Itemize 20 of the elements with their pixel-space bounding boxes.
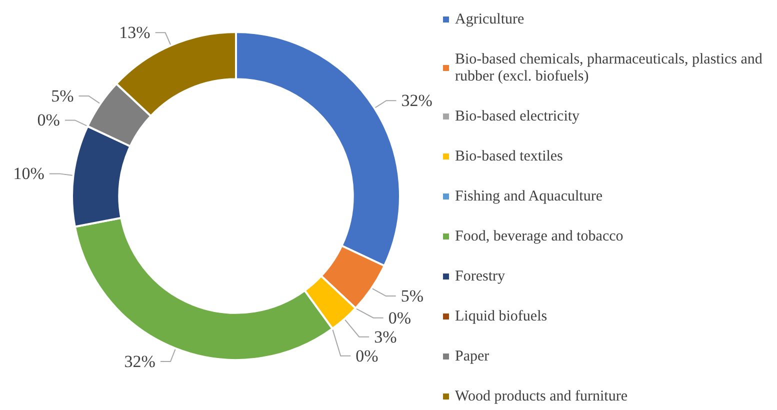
data-label: 5% [400,286,424,306]
legend-label: Bio-based electricity [455,108,580,124]
text: 0% [356,346,378,366]
legend-label: Fishing and Aquaculture [455,188,603,204]
data-label: 32% [401,91,432,110]
legend-label: Bio-based textiles [455,148,564,164]
legend-label: Liquid biofuels [455,308,548,324]
legend-label: Forestry [455,268,506,284]
legend-label: Wood products and furniture [455,388,628,404]
legend-label: Paper [455,348,490,364]
data-label: 13% [119,23,150,42]
legend-label: Agriculture [455,12,524,28]
legend-label: Food, beverage and tobacco [455,228,624,244]
data-label: 32% [124,352,156,371]
legend-label: Bio-based chemicals, pharmaceuticals, plastics and rubber (excl. biofuels) [455,52,766,84]
text: 0% [388,308,411,328]
data-label: 3% [374,327,397,346]
text: 0% [37,110,60,130]
data-label: 10% [13,164,44,184]
data-label: 5% [51,86,74,106]
